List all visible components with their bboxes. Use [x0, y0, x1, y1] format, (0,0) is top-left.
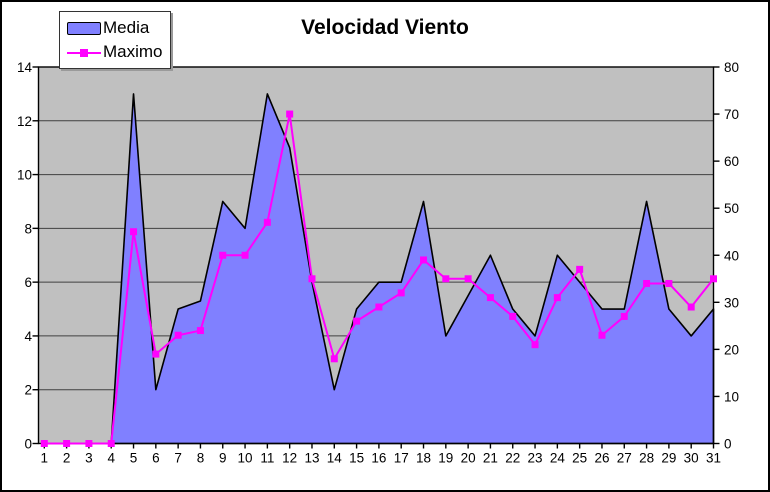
- x-axis-label: 2: [63, 451, 71, 466]
- left-axis-label: 8: [24, 221, 32, 236]
- chart-title: Velocidad Viento: [301, 16, 469, 39]
- left-axis-label: 14: [17, 60, 33, 75]
- maximo-marker: [509, 312, 517, 320]
- x-axis-label: 19: [438, 451, 453, 466]
- maximo-marker: [442, 275, 450, 283]
- right-axis-label: 20: [724, 342, 739, 357]
- maximo-marker: [63, 440, 71, 447]
- x-axis-label: 17: [394, 451, 409, 466]
- maximo-marker: [130, 228, 138, 236]
- x-axis-label: 4: [107, 451, 115, 466]
- x-axis-label: 13: [304, 451, 319, 466]
- maximo-marker: [464, 275, 472, 283]
- maximo-marker: [196, 327, 204, 335]
- maximo-marker: [397, 289, 405, 297]
- left-axis-label: 6: [24, 275, 32, 290]
- maximo-marker: [85, 440, 93, 447]
- x-axis-label: 12: [282, 451, 297, 466]
- right-axis-label: 0: [724, 437, 732, 452]
- legend-item-media[interactable]: Media: [67, 16, 166, 40]
- left-axis-label: 0: [24, 437, 32, 452]
- media-area-series[interactable]: [43, 93, 715, 445]
- maximo-marker: [665, 279, 673, 287]
- left-axis-label: 12: [17, 114, 32, 129]
- maximo-marker: [620, 312, 628, 320]
- x-axis-label: 24: [550, 451, 566, 466]
- right-axis-label: 70: [724, 107, 739, 122]
- x-axis-label: 16: [371, 451, 386, 466]
- maximo-marker: [576, 265, 584, 273]
- x-axis-label: 1: [41, 451, 49, 466]
- maximo-marker: [486, 294, 494, 302]
- x-axis-label: 14: [327, 451, 343, 466]
- maximo-marker: [263, 218, 271, 226]
- maximo-marker: [107, 440, 115, 447]
- x-axis-label: 10: [238, 451, 253, 466]
- maximo-marker: [531, 341, 539, 349]
- x-axis-label: 21: [483, 451, 498, 466]
- right-axis-label: 40: [724, 248, 739, 263]
- x-axis-label: 6: [152, 451, 160, 466]
- x-axis-label: 11: [260, 451, 274, 466]
- right-axis-label: 50: [724, 201, 739, 216]
- maximo-marker: [330, 355, 338, 363]
- x-axis-label: 18: [416, 451, 431, 466]
- maximo-marker: [40, 440, 48, 447]
- left-axis-label: 10: [17, 168, 32, 183]
- x-axis-label: 26: [594, 451, 609, 466]
- x-axis-label: 30: [684, 451, 699, 466]
- media-area-swatch-icon: [67, 21, 101, 35]
- x-axis-label: 15: [349, 451, 364, 466]
- x-axis-label: 8: [197, 451, 205, 466]
- x-axis-label: 27: [617, 451, 632, 466]
- x-axis-label: 22: [505, 451, 520, 466]
- legend-label-media: Media: [103, 18, 150, 37]
- maximo-marker: [420, 256, 428, 264]
- x-axis-label: 29: [661, 451, 676, 466]
- maximo-marker: [241, 251, 249, 259]
- x-axis-label: 23: [528, 451, 543, 466]
- legend-label-maximo: Maximo: [103, 42, 163, 61]
- right-axis-label: 30: [724, 295, 739, 310]
- maximo-marker: [687, 303, 695, 311]
- maximo-marker: [308, 275, 316, 283]
- maximo-marker: [598, 331, 606, 339]
- left-axis-label: 4: [24, 329, 32, 344]
- x-axis-label: 7: [174, 451, 182, 466]
- maximo-marker: [643, 279, 651, 287]
- maximo-line-swatch-icon: [67, 45, 101, 60]
- x-axis-label: 25: [572, 451, 587, 466]
- legend-item-maximo[interactable]: Maximo: [67, 40, 166, 64]
- maximo-marker: [174, 331, 182, 339]
- x-axis-label: 31: [706, 451, 721, 466]
- x-axis-label: 28: [639, 451, 654, 466]
- maximo-marker: [152, 350, 160, 358]
- maximo-marker: [219, 251, 227, 259]
- maximo-marker-glyph: [80, 48, 88, 57]
- maximo-marker: [286, 110, 294, 118]
- right-axis-label: 80: [724, 60, 739, 75]
- x-axis-label: 20: [461, 451, 476, 466]
- maximo-marker: [553, 294, 561, 302]
- right-axis-label: 10: [724, 389, 739, 404]
- x-axis-label: 3: [85, 451, 93, 466]
- legend: Media Maximo: [59, 11, 171, 69]
- x-axis-label: 9: [219, 451, 227, 466]
- maximo-marker: [353, 317, 361, 325]
- right-axis-label: 60: [724, 154, 739, 169]
- maximo-marker: [375, 303, 383, 311]
- left-axis-label: 2: [24, 383, 32, 398]
- x-axis-label: 5: [130, 451, 138, 466]
- maximo-marker: [710, 275, 717, 283]
